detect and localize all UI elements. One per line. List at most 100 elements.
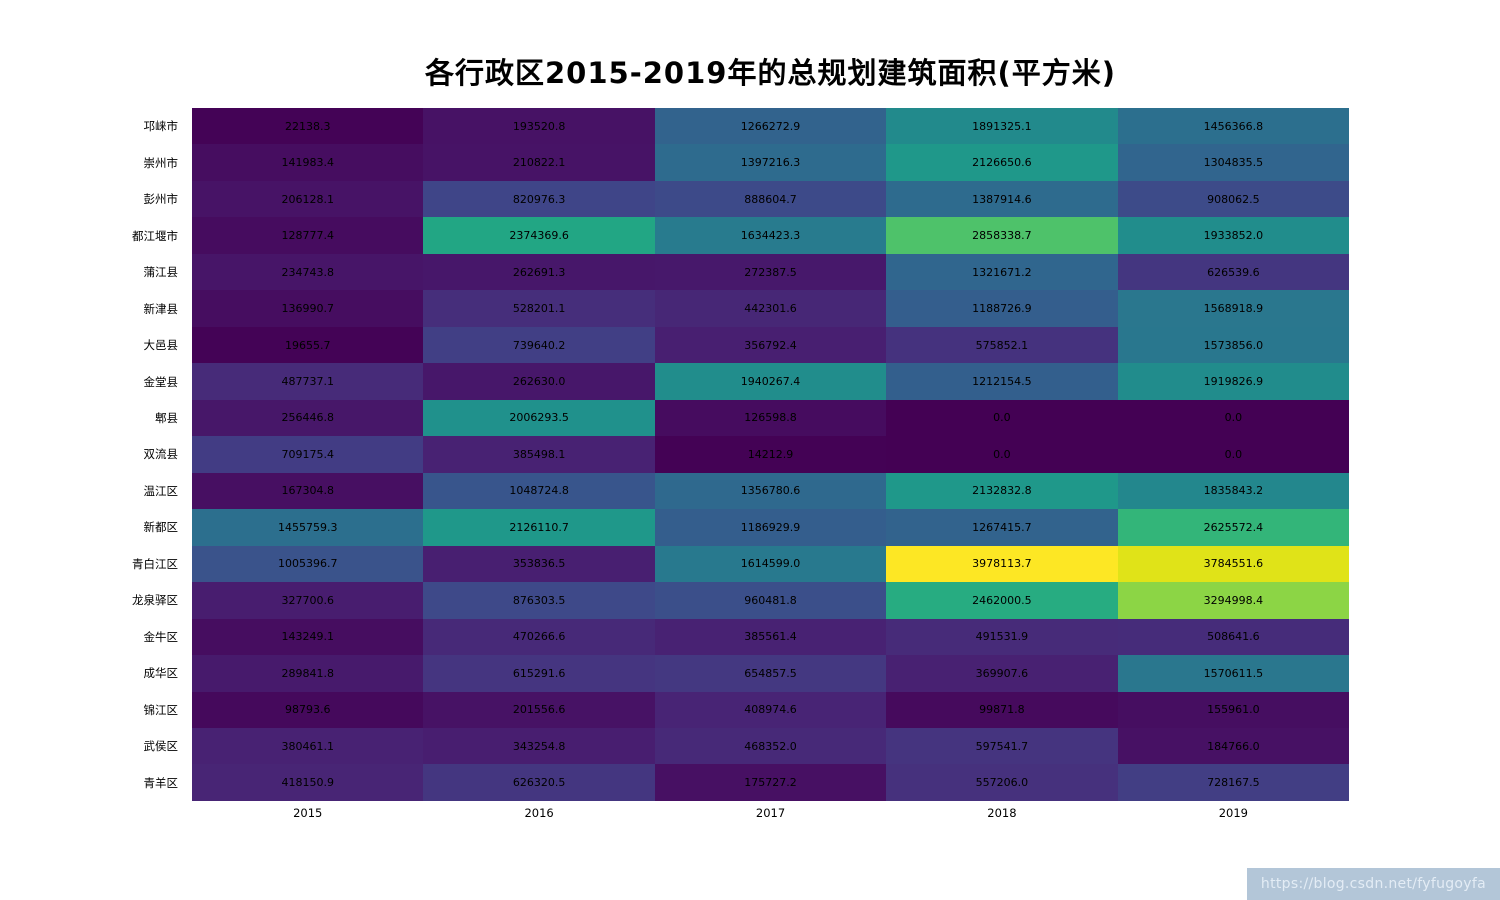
heatmap-cell: 728167.5 bbox=[1117, 764, 1350, 801]
heatmap-cell: 0.0 bbox=[1117, 399, 1350, 437]
x-axis: 2015 2016 2017 2018 2019 bbox=[192, 806, 1349, 828]
heatmap-cell: 201556.6 bbox=[423, 691, 655, 728]
heatmap-cell: 369907.6 bbox=[886, 655, 1118, 692]
heatmap-cell: 380461.1 bbox=[192, 727, 424, 765]
heatmap-cell: 528201.1 bbox=[423, 290, 655, 327]
heatmap-row: 1455759.3 2126110.7 1186929.9 1267415.7 2625… bbox=[192, 509, 1350, 546]
row-label: 大邑县 bbox=[143, 338, 179, 353]
heatmap-cell: 385561.4 bbox=[654, 618, 887, 656]
heatmap-cell: 256446.8 bbox=[192, 399, 424, 437]
row-label: 成华区 bbox=[143, 666, 179, 681]
row-labels: 邛崃市 崇州市 彭州市 都江堰市 蒲江县 新津县 大邑县 金堂县 郫县 双流县 温江区 新都区 青白江区… bbox=[0, 108, 186, 801]
heatmap-cell: 1188726.9 bbox=[886, 290, 1118, 327]
heatmap-grid: 22138.3 193520.8 1266272.9 1891325.1 1456366… bbox=[192, 108, 1350, 801]
heatmap-cell: 575852.1 bbox=[886, 326, 1118, 364]
heatmap-cell: 709175.4 bbox=[192, 436, 424, 473]
row-label: 金堂县 bbox=[143, 374, 179, 389]
row-label: 青羊区 bbox=[143, 775, 179, 790]
heatmap-cell: 626320.5 bbox=[423, 764, 655, 801]
row-label: 青白江区 bbox=[132, 556, 178, 571]
row-label: 温江区 bbox=[143, 483, 179, 498]
heatmap-cell: 470266.6 bbox=[423, 618, 655, 656]
heatmap-cell: 327700.6 bbox=[192, 582, 424, 619]
row-label: 蒲江县 bbox=[143, 265, 179, 280]
heatmap-cell: 487737.1 bbox=[192, 363, 424, 400]
heatmap-row: 487737.1 262630.0 1940267.4 1212154.5 191982… bbox=[192, 363, 1350, 400]
heatmap-cell: 888604.7 bbox=[654, 180, 887, 218]
heatmap-cell: 0.0 bbox=[886, 399, 1118, 437]
heatmap-cell: 557206.0 bbox=[886, 764, 1118, 801]
heatmap-cell: 210822.1 bbox=[423, 144, 655, 181]
row-label: 锦江区 bbox=[143, 702, 179, 717]
heatmap-cell: 1321671.2 bbox=[886, 253, 1118, 291]
heatmap-cell: 272387.5 bbox=[654, 253, 887, 291]
heatmap-cell: 385498.1 bbox=[423, 436, 655, 473]
heatmap-cell: 206128.1 bbox=[192, 180, 424, 218]
heatmap-row: 418150.9 626320.5 175727.2 557206.0 728167.5 bbox=[192, 764, 1350, 801]
heatmap-cell: 289841.8 bbox=[192, 655, 424, 692]
heatmap-cell: 2132832.8 bbox=[886, 472, 1118, 510]
row-label: 金牛区 bbox=[143, 629, 179, 644]
heatmap-cell: 19655.7 bbox=[192, 326, 424, 364]
heatmap-cell: 1212154.5 bbox=[886, 363, 1118, 400]
heatmap-cell: 126598.8 bbox=[654, 399, 887, 437]
row-label: 彭州市 bbox=[143, 192, 179, 207]
heatmap-cell: 1048724.8 bbox=[423, 472, 655, 510]
x-axis-label: 2018 bbox=[987, 806, 1017, 820]
heatmap-cell: 1570611.5 bbox=[1117, 655, 1350, 692]
heatmap-row: 256446.8 2006293.5 126598.8 0.0 0.0 bbox=[192, 399, 1350, 437]
heatmap-cell: 356792.4 bbox=[654, 326, 887, 364]
heatmap-cell: 1614599.0 bbox=[654, 545, 887, 583]
heatmap-cell: 1835843.2 bbox=[1117, 472, 1350, 510]
heatmap-cell: 654857.5 bbox=[654, 655, 887, 692]
heatmap-cell: 3294998.4 bbox=[1117, 582, 1350, 619]
heatmap-cell: 184766.0 bbox=[1117, 727, 1350, 765]
heatmap-cell: 1267415.7 bbox=[886, 509, 1118, 546]
heatmap-row: 167304.8 1048724.8 1356780.6 2132832.8 18358… bbox=[192, 472, 1350, 510]
heatmap-cell: 167304.8 bbox=[192, 472, 424, 510]
heatmap-row: 206128.1 820976.3 888604.7 1387914.6 908062.… bbox=[192, 180, 1350, 218]
heatmap-cell: 1634423.3 bbox=[654, 217, 887, 254]
heatmap-cell: 143249.1 bbox=[192, 618, 424, 656]
heatmap-row: 709175.4 385498.1 14212.9 0.0 0.0 bbox=[192, 436, 1350, 473]
heatmap-cell: 626539.6 bbox=[1117, 253, 1350, 291]
x-axis-label: 2016 bbox=[524, 806, 554, 820]
heatmap-cell: 2126650.6 bbox=[886, 144, 1118, 181]
chart-title: 各行政区2015-2019年的总规划建筑面积(平方米) bbox=[425, 56, 1116, 90]
heatmap-row: 1005396.7 353836.5 1614599.0 3978113.7 37845… bbox=[192, 545, 1350, 583]
heatmap-cell: 739640.2 bbox=[423, 326, 655, 364]
row-label: 双流县 bbox=[143, 447, 179, 462]
heatmap-row: 380461.1 343254.8 468352.0 597541.7 184766.0 bbox=[192, 727, 1350, 765]
heatmap-cell: 597541.7 bbox=[886, 727, 1118, 765]
heatmap-cell: 234743.8 bbox=[192, 253, 424, 291]
heatmap-cell: 353836.5 bbox=[423, 545, 655, 583]
heatmap-row: 98793.6 201556.6 408974.6 99871.8 155961.0 bbox=[192, 691, 1350, 728]
heatmap-cell: 1266272.9 bbox=[654, 108, 887, 145]
heatmap-cell: 99871.8 bbox=[886, 691, 1118, 728]
heatmap-cell: 14212.9 bbox=[654, 436, 887, 473]
heatmap-cell: 3978113.7 bbox=[886, 545, 1118, 583]
heatmap-cell: 1933852.0 bbox=[1117, 217, 1350, 254]
heatmap-cell: 1456366.8 bbox=[1117, 108, 1350, 145]
heatmap-cell: 3784551.6 bbox=[1117, 545, 1350, 583]
heatmap-cell: 128777.4 bbox=[192, 217, 424, 254]
heatmap-row: 136990.7 528201.1 442301.6 1188726.9 1568918… bbox=[192, 290, 1350, 327]
heatmap-row: 22138.3 193520.8 1266272.9 1891325.1 1456366… bbox=[192, 108, 1350, 145]
heatmap-cell: 0.0 bbox=[886, 436, 1118, 473]
heatmap-cell: 468352.0 bbox=[654, 727, 887, 765]
heatmap-cell: 820976.3 bbox=[423, 180, 655, 218]
heatmap-row: 143249.1 470266.6 385561.4 491531.9 508641.6 bbox=[192, 618, 1350, 656]
heatmap-cell: 876303.5 bbox=[423, 582, 655, 619]
heatmap-row: 289841.8 615291.6 654857.5 369907.6 1570611.… bbox=[192, 655, 1350, 692]
heatmap-cell: 1919826.9 bbox=[1117, 363, 1350, 400]
watermark: https://blog.csdn.net/fyfugoyfa bbox=[1246, 868, 1500, 900]
heatmap-cell: 1891325.1 bbox=[886, 108, 1118, 145]
heatmap-cell: 1356780.6 bbox=[654, 472, 887, 510]
heatmap-cell: 1186929.9 bbox=[654, 509, 887, 546]
heatmap-row: 128777.4 2374369.6 1634423.3 2858338.7 19338… bbox=[192, 217, 1350, 254]
heatmap-cell: 908062.5 bbox=[1117, 180, 1350, 218]
heatmap-cell: 1397216.3 bbox=[654, 144, 887, 181]
heatmap-cell: 2625572.4 bbox=[1117, 509, 1350, 546]
heatmap-cell: 1387914.6 bbox=[886, 180, 1118, 218]
heatmap-cell: 193520.8 bbox=[423, 108, 655, 145]
